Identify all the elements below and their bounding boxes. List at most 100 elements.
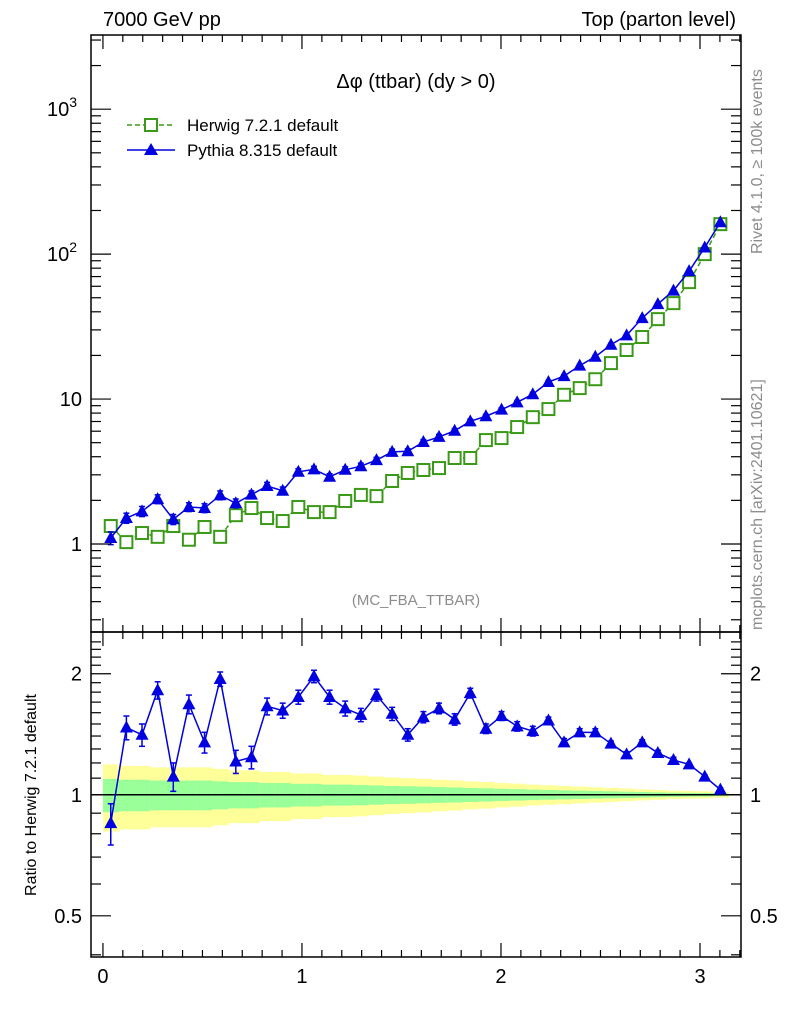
pythia-point: [135, 504, 149, 517]
herwig-point: [369, 489, 384, 504]
pythia-point: [151, 492, 165, 505]
pythia-point: [713, 215, 727, 228]
pythia-point: [620, 328, 634, 341]
ratio-point: [495, 709, 509, 722]
ratio-y-tick-label-right: 2: [750, 664, 761, 686]
legend-pythia-marker: [144, 143, 158, 155]
herwig-point: [291, 499, 306, 514]
ratio-point: [291, 690, 305, 703]
pythia-point: [635, 311, 649, 324]
pythia-point: [166, 512, 180, 525]
y-tick-base: 10: [47, 99, 69, 121]
herwig-point: [213, 529, 228, 544]
herwig-point: [478, 433, 493, 448]
ratio-point: [463, 686, 477, 699]
pythia-line: [110, 221, 722, 539]
herwig-point: [338, 493, 353, 508]
herwig-point: [306, 505, 321, 520]
legend-herwig-marker: [144, 118, 158, 132]
ratio-point: [510, 719, 524, 732]
ratio-point: [104, 816, 118, 829]
ratio-point: [151, 683, 165, 696]
pythia-point: [307, 462, 321, 475]
pythia-point: [666, 283, 680, 296]
legend-herwig-label: Herwig 7.2.1 default: [187, 116, 338, 135]
pythia-point: [244, 487, 258, 500]
herwig-point: [150, 529, 165, 544]
ratio-y-tick-label-left: 2: [71, 664, 82, 686]
pythia-point: [463, 414, 477, 427]
mcplots-reference: mcplots.cern.ch [arXiv:2401.10621]: [749, 379, 766, 630]
pythia-point: [698, 240, 712, 253]
analysis-label: (MC_FBA_TTBAR): [352, 592, 480, 609]
ratio-y-axis-label: Ratio to Herwig 7.2.1 default: [23, 694, 40, 896]
pythia-point: [604, 337, 618, 350]
ratio-point: [682, 757, 696, 770]
herwig-point: [557, 387, 572, 402]
ratio-point: [698, 769, 712, 782]
herwig-point: [463, 450, 478, 465]
ratio-point: [323, 690, 337, 703]
y-tick-label: 10: [60, 389, 82, 411]
herwig-point: [119, 535, 134, 550]
herwig-point: [197, 519, 212, 534]
ratio-point: [416, 710, 430, 723]
herwig-point: [432, 461, 447, 476]
ratio-point: [135, 727, 149, 740]
ratio-point: [526, 724, 540, 737]
pythia-point: [682, 264, 696, 277]
herwig-point: [353, 487, 368, 502]
y-tick-base: 1: [71, 534, 82, 556]
herwig-point: [416, 462, 431, 477]
ratio-point: [166, 769, 180, 782]
ratio-point: [276, 703, 290, 716]
x-tick-label: 1: [296, 966, 307, 988]
ratio-y-tick-label-right: 1: [750, 785, 761, 807]
herwig-point: [603, 356, 618, 371]
header-right: Top (parton level): [581, 9, 736, 31]
herwig-point: [135, 526, 150, 541]
herwig-point: [447, 450, 462, 465]
x-tick-label: 2: [495, 966, 506, 988]
y-tick-label: 102: [47, 239, 77, 266]
herwig-point: [510, 420, 525, 435]
pythia-point: [416, 435, 430, 448]
ratio-y-tick-label-right: 0.5: [750, 906, 778, 928]
ratio-point: [666, 753, 680, 766]
herwig-point: [228, 508, 243, 523]
ratio-point: [260, 699, 274, 712]
ratio-point: [182, 697, 196, 710]
ratio-point: [604, 736, 618, 749]
ratio-point: [385, 706, 399, 719]
pythia-point: [276, 483, 290, 496]
pythia-point: [432, 429, 446, 442]
legend-pythia-label: Pythia 8.315 default: [187, 141, 338, 160]
legend: Herwig 7.2.1 default Pythia 8.315 defaul…: [127, 116, 338, 160]
pythia-point: [198, 501, 212, 514]
y-tick-base: 10: [60, 389, 82, 411]
herwig-point: [650, 312, 665, 327]
ratio-point: [620, 747, 634, 760]
pythia-point: [401, 444, 415, 457]
herwig-line: [110, 223, 722, 544]
pythia-point: [495, 402, 509, 415]
ratio-point: [401, 727, 415, 740]
ratio-point: [635, 735, 649, 748]
herwig-point: [588, 372, 603, 387]
ratio-point: [369, 688, 383, 701]
herwig-point: [494, 431, 509, 446]
herwig-point: [244, 501, 259, 516]
pythia-point: [229, 496, 243, 509]
ratio-point: [651, 746, 665, 759]
pythia-point: [182, 499, 196, 512]
pythia-point: [119, 511, 133, 524]
pythia-point: [573, 358, 587, 371]
ratio-point: [213, 672, 227, 685]
herwig-point: [103, 519, 118, 534]
pythia-point: [479, 409, 493, 422]
herwig-point: [181, 532, 196, 547]
ratio-point: [557, 735, 571, 748]
herwig-point: [572, 381, 587, 396]
ratio-y-tick-label-left: 1: [71, 785, 82, 807]
ratio-line: [110, 675, 721, 824]
